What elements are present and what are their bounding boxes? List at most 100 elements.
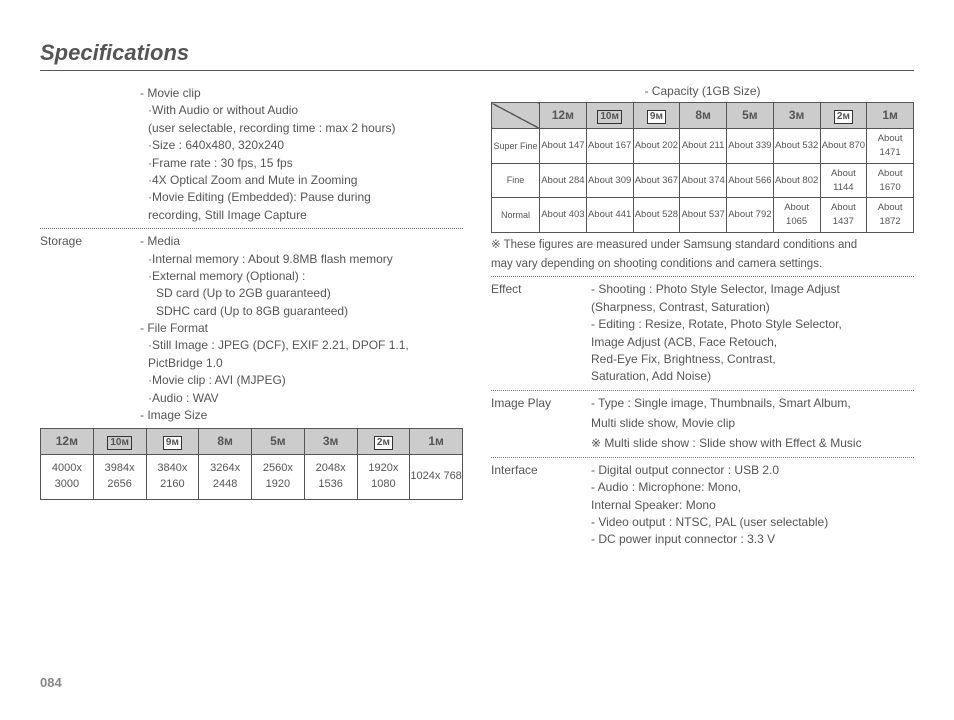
table-header: 2ᴍ bbox=[820, 103, 867, 129]
movie-l6: ·Movie Editing (Embedded): Pause during bbox=[140, 189, 463, 206]
page-number: 084 bbox=[40, 675, 62, 690]
table-header: 9ᴍ bbox=[633, 103, 680, 129]
imageplay-label: Image Play bbox=[491, 395, 591, 453]
ip-l2: Multi slide show, Movie clip bbox=[591, 415, 914, 432]
table-diag-cell bbox=[492, 103, 540, 129]
capacity-cell: About 441 bbox=[586, 198, 633, 233]
storage-m3: SD card (Up to 2GB guaranteed) bbox=[140, 285, 463, 302]
effect-l3: - Editing : Resize, Rotate, Photo Style … bbox=[591, 316, 914, 333]
page-title: Specifications bbox=[40, 40, 914, 71]
capacity-head: - Capacity (1GB Size) bbox=[491, 83, 914, 100]
capacity-cell: About 202 bbox=[633, 129, 680, 164]
capacity-row-label: Fine bbox=[492, 163, 540, 198]
capacity-cell: About 284 bbox=[540, 163, 587, 198]
storage-m2: ·External memory (Optional) : bbox=[140, 268, 463, 285]
table-header: 12ᴍ bbox=[540, 103, 587, 129]
table-header: 9ᴍ bbox=[146, 429, 199, 455]
table-header: 10ᴍ bbox=[586, 103, 633, 129]
capacity-cell: About 792 bbox=[727, 198, 774, 233]
capacity-cell: About 1437 bbox=[820, 198, 867, 233]
capacity-cell: About 167 bbox=[586, 129, 633, 164]
size-cell: 2560x 1920 bbox=[252, 455, 305, 500]
divider bbox=[40, 228, 463, 229]
movie-head: - Movie clip bbox=[140, 85, 463, 102]
if-l1: - Digital output connector : USB 2.0 bbox=[591, 462, 914, 479]
divider bbox=[491, 390, 914, 391]
left-column: - Movie clip ·With Audio or without Audi… bbox=[40, 83, 463, 549]
storage-f4: ·Audio : WAV bbox=[140, 390, 463, 407]
effect-l1: - Shooting : Photo Style Selector, Image… bbox=[591, 281, 914, 298]
table-header: 12ᴍ bbox=[41, 429, 94, 455]
table-header: 8ᴍ bbox=[199, 429, 252, 455]
movie-l1: ·With Audio or without Audio bbox=[140, 102, 463, 119]
size-cell: 3984x 2656 bbox=[93, 455, 146, 500]
storage-label: Storage bbox=[40, 233, 140, 424]
table-header: 2ᴍ bbox=[357, 429, 410, 455]
table-header: 1ᴍ bbox=[867, 103, 914, 129]
capacity-cell: About 1670 bbox=[867, 163, 914, 198]
if-l2: - Audio : Microphone: Mono, bbox=[591, 479, 914, 496]
if-l3: Internal Speaker: Mono bbox=[591, 497, 914, 514]
ip-l1: - Type : Single image, Thumbnails, Smart… bbox=[591, 395, 914, 412]
if-l4: - Video output : NTSC, PAL (user selecta… bbox=[591, 514, 914, 531]
capacity-cell: About 802 bbox=[773, 163, 820, 198]
capacity-cell: About 566 bbox=[727, 163, 774, 198]
divider bbox=[491, 457, 914, 458]
movie-l2: (user selectable, recording time : max 2… bbox=[140, 120, 463, 137]
size-cell: 3840x 2160 bbox=[146, 455, 199, 500]
capacity-cell: About 309 bbox=[586, 163, 633, 198]
effect-l2: (Sharpness, Contrast, Saturation) bbox=[591, 299, 914, 316]
capacity-cell: About 528 bbox=[633, 198, 680, 233]
effect-l4: Image Adjust (ACB, Face Retouch, bbox=[591, 334, 914, 351]
storage-m4: SDHC card (Up to 8GB guaranteed) bbox=[140, 303, 463, 320]
storage-is: - Image Size bbox=[140, 407, 463, 424]
table-header: 1ᴍ bbox=[410, 429, 463, 455]
capacity-cell: About 870 bbox=[820, 129, 867, 164]
table-header: 5ᴍ bbox=[252, 429, 305, 455]
capacity-cell: About 532 bbox=[773, 129, 820, 164]
size-cell: 1920x 1080 bbox=[357, 455, 410, 500]
movie-l7: recording, Still Image Capture bbox=[140, 207, 463, 224]
table-header: 3ᴍ bbox=[304, 429, 357, 455]
storage-f2: PictBridge 1.0 bbox=[140, 355, 463, 372]
storage-m1: ·Internal memory : About 9.8MB flash mem… bbox=[140, 251, 463, 268]
movie-l3: ·Size : 640x480, 320x240 bbox=[140, 137, 463, 154]
table-header: 10ᴍ bbox=[93, 429, 146, 455]
right-column: - Capacity (1GB Size) 12ᴍ10ᴍ9ᴍ8ᴍ5ᴍ3ᴍ2ᴍ1ᴍ… bbox=[491, 83, 914, 549]
capacity-cell: About 1065 bbox=[773, 198, 820, 233]
effect-l6: Saturation, Add Noise) bbox=[591, 368, 914, 385]
storage-ff: - File Format bbox=[140, 320, 463, 337]
image-size-table: 12ᴍ10ᴍ9ᴍ8ᴍ5ᴍ3ᴍ2ᴍ1ᴍ 4000x 30003984x 26563… bbox=[40, 428, 463, 500]
capacity-cell: About 403 bbox=[540, 198, 587, 233]
ip-l3: ※ Multi slide show : Slide show with Eff… bbox=[591, 435, 914, 452]
capacity-table: 12ᴍ10ᴍ9ᴍ8ᴍ5ᴍ3ᴍ2ᴍ1ᴍ Super FineAbout 147Ab… bbox=[491, 102, 914, 233]
capacity-cell: About 1144 bbox=[820, 163, 867, 198]
if-l5: - DC power input connector : 3.3 V bbox=[591, 531, 914, 548]
capacity-cell: About 374 bbox=[680, 163, 727, 198]
size-cell: 4000x 3000 bbox=[41, 455, 94, 500]
storage-media: - Media bbox=[140, 233, 463, 250]
table-header: 3ᴍ bbox=[773, 103, 820, 129]
capacity-cell: About 1872 bbox=[867, 198, 914, 233]
storage-f1: ·Still Image : JPEG (DCF), EXIF 2.21, DP… bbox=[140, 337, 463, 354]
size-cell: 2048x 1536 bbox=[304, 455, 357, 500]
capacity-cell: About 367 bbox=[633, 163, 680, 198]
table-header: 8ᴍ bbox=[680, 103, 727, 129]
effect-label: Effect bbox=[491, 281, 591, 385]
note-2: may vary depending on shooting condition… bbox=[491, 256, 914, 273]
capacity-cell: About 339 bbox=[727, 129, 774, 164]
size-cell: 3264x 2448 bbox=[199, 455, 252, 500]
capacity-cell: About 537 bbox=[680, 198, 727, 233]
table-header: 5ᴍ bbox=[727, 103, 774, 129]
note-1: ※ These figures are measured under Samsu… bbox=[491, 237, 914, 254]
capacity-cell: About 1471 bbox=[867, 129, 914, 164]
divider bbox=[491, 276, 914, 277]
storage-f3: ·Movie clip : AVI (MJPEG) bbox=[140, 372, 463, 389]
capacity-cell: About 211 bbox=[680, 129, 727, 164]
movie-l5: ·4X Optical Zoom and Mute in Zooming bbox=[140, 172, 463, 189]
movie-l4: ·Frame rate : 30 fps, 15 fps bbox=[140, 155, 463, 172]
capacity-cell: About 147 bbox=[540, 129, 587, 164]
capacity-row-label: Super Fine bbox=[492, 129, 540, 164]
capacity-row-label: Normal bbox=[492, 198, 540, 233]
size-cell: 1024x 768 bbox=[410, 455, 463, 500]
